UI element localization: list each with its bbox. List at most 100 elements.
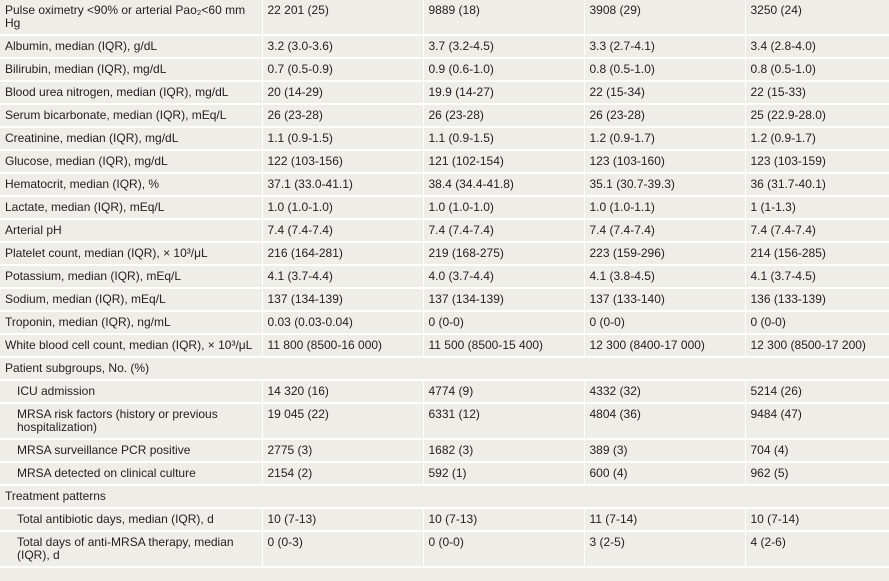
cell: 0.9 (0.6-1.0) xyxy=(423,58,585,82)
row-label: White blood cell count, median (IQR), × … xyxy=(0,334,263,358)
cell: 3.2 (3.0-3.6) xyxy=(262,35,424,59)
cell: 3250 (24) xyxy=(745,0,889,36)
table-row: MRSA surveillance PCR positive 2775 (3) 16… xyxy=(0,439,889,463)
cell: 26 (23-28) xyxy=(584,104,746,128)
cell: 3.7 (3.2-4.5) xyxy=(423,35,585,59)
row-label: Glucose, median (IQR), mg/dL xyxy=(0,150,263,174)
row-label: Potassium, median (IQR), mEq/L xyxy=(0,265,263,289)
cell: 2775 (3) xyxy=(262,439,424,463)
cell: 1.1 (0.9-1.5) xyxy=(262,127,424,151)
cell: 592 (1) xyxy=(423,462,585,486)
row-label: Troponin, median (IQR), ng/mL xyxy=(0,311,263,335)
cell: 3908 (29) xyxy=(584,0,746,36)
cell: 5214 (26) xyxy=(745,380,889,404)
cell: 137 (133-140) xyxy=(584,288,746,312)
table-row: Total antibiotic days, median (IQR), d 10… xyxy=(0,508,889,532)
cell: 4.0 (3.7-4.4) xyxy=(423,265,585,289)
row-label: Bilirubin, median (IQR), mg/dL xyxy=(0,58,263,82)
cell: 216 (164-281) xyxy=(262,242,424,266)
data-table: Pulse oximetry <90% or arterial Pao₂<60 … xyxy=(0,0,889,568)
cell: 962 (5) xyxy=(745,462,889,486)
cell: 37.1 (33.0-41.1) xyxy=(262,173,424,197)
row-label: Serum bicarbonate, median (IQR), mEq/L xyxy=(0,104,263,128)
row-label: Total antibiotic days, median (IQR), d xyxy=(0,508,263,532)
cell: 0.8 (0.5-1.0) xyxy=(584,58,746,82)
table-row: ICU admission 14 320 (16) 4774 (9) 4332 (32… xyxy=(0,380,889,404)
cell: 4 (2-6) xyxy=(745,531,889,568)
cell: 1.0 (1.0-1.0) xyxy=(423,196,585,220)
cell: 4.1 (3.8-4.5) xyxy=(584,265,746,289)
table-row: MRSA detected on clinical culture 2154 (2… xyxy=(0,462,889,486)
table-row: Serum bicarbonate, median (IQR), mEq/L 26… xyxy=(0,104,889,128)
cell: 214 (156-285) xyxy=(745,242,889,266)
row-label: MRSA surveillance PCR positive xyxy=(0,439,263,463)
cell: 0 (0-0) xyxy=(423,311,585,335)
row-label: Pulse oximetry <90% or arterial Pao₂<60 … xyxy=(0,0,263,36)
cell: 38.4 (34.4-41.8) xyxy=(423,173,585,197)
cell: 389 (3) xyxy=(584,439,746,463)
row-label: Lactate, median (IQR), mEq/L xyxy=(0,196,263,220)
row-label: Hematocrit, median (IQR), % xyxy=(0,173,263,197)
cell: 7.4 (7.4-7.4) xyxy=(262,219,424,243)
table-row: Platelet count, median (IQR), × 10³/μL 21… xyxy=(0,242,889,266)
cell: 137 (134-139) xyxy=(262,288,424,312)
cell: 3.3 (2.7-4.1) xyxy=(584,35,746,59)
row-label: Albumin, median (IQR), g/dL xyxy=(0,35,263,59)
cell: 12 300 (8400-17 000) xyxy=(584,334,746,358)
section-title: Treatment patterns xyxy=(0,485,889,509)
table-row: Potassium, median (IQR), mEq/L 4.1 (3.7-4… xyxy=(0,265,889,289)
cell: 122 (103-156) xyxy=(262,150,424,174)
row-label: Sodium, median (IQR), mEq/L xyxy=(0,288,263,312)
cell: 19.9 (14-27) xyxy=(423,81,585,105)
cell: 20 (14-29) xyxy=(262,81,424,105)
cell: 4.1 (3.7-4.4) xyxy=(262,265,424,289)
table-row: Blood urea nitrogen, median (IQR), mg/dL… xyxy=(0,81,889,105)
row-label: ICU admission xyxy=(0,380,263,404)
cell: 4332 (32) xyxy=(584,380,746,404)
cell: 10 (7-13) xyxy=(423,508,585,532)
cell: 219 (168-275) xyxy=(423,242,585,266)
cell: 223 (159-296) xyxy=(584,242,746,266)
cell: 0.7 (0.5-0.9) xyxy=(262,58,424,82)
cell: 0 (0-0) xyxy=(745,311,889,335)
cell: 3 (2-5) xyxy=(584,531,746,568)
table-row: Lactate, median (IQR), mEq/L 1.0 (1.0-1.0… xyxy=(0,196,889,220)
table-row: Hematocrit, median (IQR), % 37.1 (33.0-41… xyxy=(0,173,889,197)
cell: 0 (0-3) xyxy=(262,531,424,568)
cell: 123 (103-160) xyxy=(584,150,746,174)
cell: 1.0 (1.0-1.1) xyxy=(584,196,746,220)
cell: 137 (134-139) xyxy=(423,288,585,312)
table-row: Total days of anti-MRSA therapy, median … xyxy=(0,531,889,568)
cell: 1682 (3) xyxy=(423,439,585,463)
row-label: Total days of anti-MRSA therapy, median … xyxy=(0,531,263,568)
cell: 35.1 (30.7-39.3) xyxy=(584,173,746,197)
section-title: Patient subgroups, No. (%) xyxy=(0,357,889,381)
cell: 22 201 (25) xyxy=(262,0,424,36)
cell: 26 (23-28) xyxy=(262,104,424,128)
table-row: Troponin, median (IQR), ng/mL 0.03 (0.03-… xyxy=(0,311,889,335)
cell: 7.4 (7.4-7.4) xyxy=(423,219,585,243)
cell: 25 (22.9-28.0) xyxy=(745,104,889,128)
cell: 121 (102-154) xyxy=(423,150,585,174)
cell: 22 (15-34) xyxy=(584,81,746,105)
cell: 704 (4) xyxy=(745,439,889,463)
cell: 4804 (36) xyxy=(584,403,746,440)
cell: 10 (7-13) xyxy=(262,508,424,532)
table-row: White blood cell count, median (IQR), × … xyxy=(0,334,889,358)
cell: 1.0 (1.0-1.0) xyxy=(262,196,424,220)
cell: 0 (0-0) xyxy=(584,311,746,335)
cell: 123 (103-159) xyxy=(745,150,889,174)
row-label: MRSA detected on clinical culture xyxy=(0,462,263,486)
cell: 10 (7-14) xyxy=(745,508,889,532)
cell: 0.03 (0.03-0.04) xyxy=(262,311,424,335)
table-row: Creatinine, median (IQR), mg/dL 1.1 (0.9-… xyxy=(0,127,889,151)
row-label: Creatinine, median (IQR), mg/dL xyxy=(0,127,263,151)
cell: 7.4 (7.4-7.4) xyxy=(584,219,746,243)
cell: 1.2 (0.9-1.7) xyxy=(584,127,746,151)
section-row: Treatment patterns xyxy=(0,485,889,509)
table-row: Albumin, median (IQR), g/dL 3.2 (3.0-3.6)… xyxy=(0,35,889,59)
cell: 0.8 (0.5-1.0) xyxy=(745,58,889,82)
row-label: Blood urea nitrogen, median (IQR), mg/dL xyxy=(0,81,263,105)
cell: 2154 (2) xyxy=(262,462,424,486)
